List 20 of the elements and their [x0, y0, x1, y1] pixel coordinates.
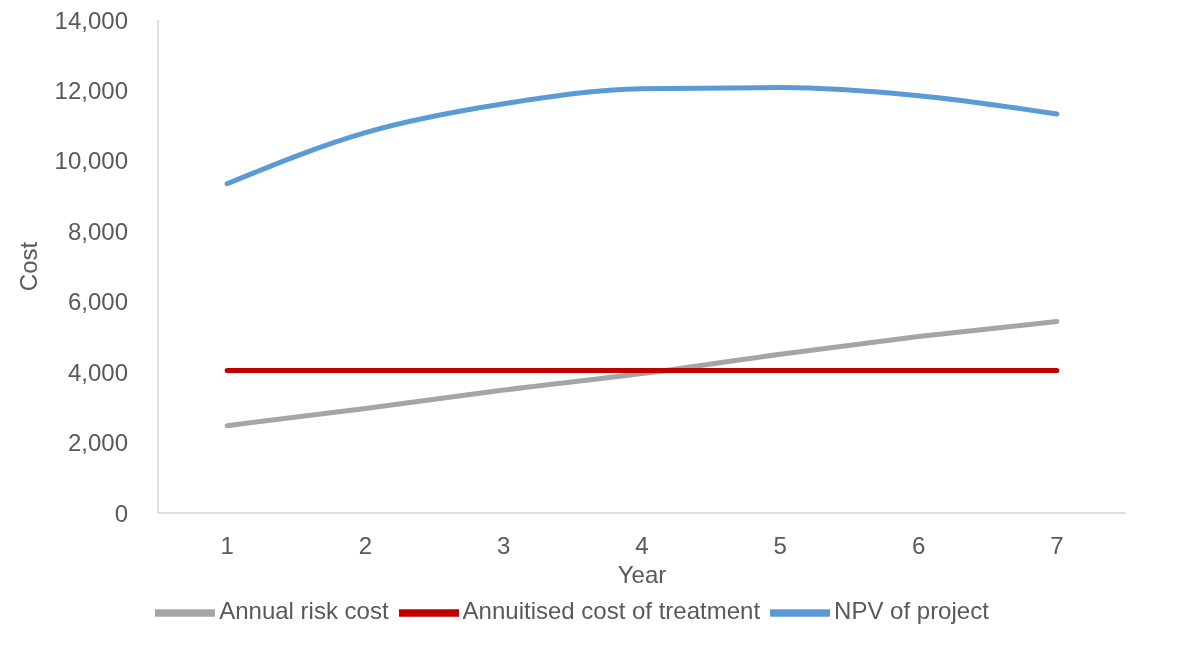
y-tick-label: 12,000 [54, 76, 128, 104]
x-axis-title: Year [617, 561, 667, 588]
x-tick-label: 2 [358, 532, 373, 560]
legend-label: Annual risk cost [219, 597, 389, 625]
y-axis-title: Cost [14, 241, 42, 292]
y-tick-label: 2,000 [67, 429, 128, 457]
y-tick-label: 4,000 [67, 358, 128, 386]
y-tick-label: 0 [114, 499, 128, 527]
y-tick-label: 8,000 [67, 217, 128, 245]
legend-label: NPV of project [834, 597, 989, 625]
x-tick-label: 3 [497, 532, 511, 560]
y-tick-label: 6,000 [67, 288, 128, 316]
legend-label: Annuitised cost of treatment [462, 597, 761, 625]
y-tick-label: 10,000 [54, 147, 128, 175]
x-tick-label: 4 [635, 532, 649, 560]
x-tick-label: 6 [911, 532, 926, 560]
x-tick-label: 5 [773, 532, 787, 560]
x-tick-label: 7 [1050, 532, 1064, 560]
y-tick-label: 14,000 [54, 6, 128, 34]
x-tick-label: 1 [220, 532, 234, 560]
